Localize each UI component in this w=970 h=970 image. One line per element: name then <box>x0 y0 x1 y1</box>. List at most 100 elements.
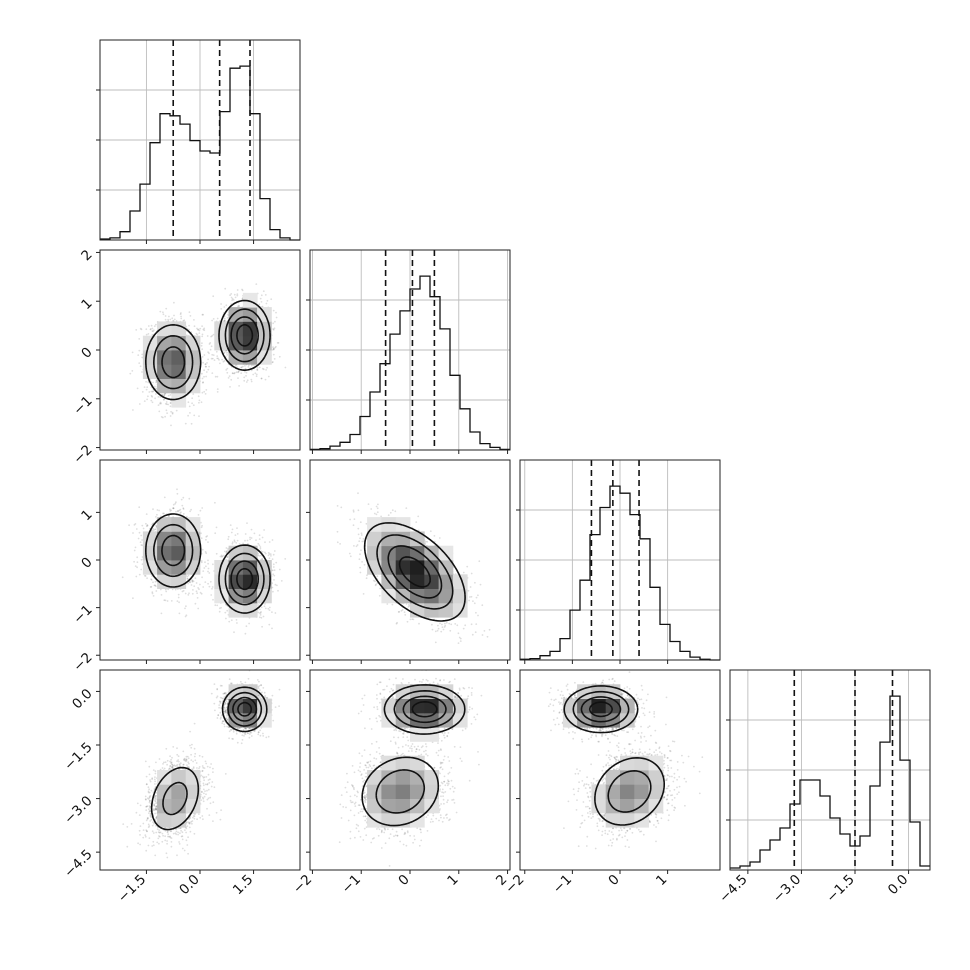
scatter-point <box>212 318 215 320</box>
scatter-point <box>201 524 204 527</box>
scatter-point <box>276 342 279 344</box>
scatter-point <box>207 559 209 562</box>
scatter-point <box>237 377 239 379</box>
scatter-point <box>186 578 189 580</box>
scatter-point <box>180 312 182 314</box>
scatter-point <box>160 416 163 418</box>
density-bin <box>242 292 258 308</box>
scatter-point <box>204 393 207 395</box>
scatter-point <box>149 328 152 330</box>
scatter-point <box>220 308 223 310</box>
scatter-point <box>175 409 178 412</box>
scatter-point <box>244 365 246 367</box>
scatter-point <box>225 350 228 352</box>
scatter-point <box>264 378 267 381</box>
scatter-point <box>211 357 214 360</box>
scatter-point <box>185 614 188 617</box>
scatter-point <box>182 589 185 592</box>
scatter-point <box>174 588 177 591</box>
scatter-point <box>188 311 191 313</box>
histogram-bar <box>840 834 850 870</box>
scatter-point <box>256 368 259 371</box>
scatter-point <box>252 364 255 367</box>
hist-panel-0 <box>96 39 301 241</box>
scatter-point <box>201 342 203 345</box>
scatter-point <box>203 329 206 332</box>
scatter-point <box>225 369 228 371</box>
scatter-point <box>225 352 228 354</box>
scatter-point <box>255 373 258 376</box>
scatter-point <box>154 385 156 388</box>
scatter-point <box>164 599 167 602</box>
histogram-step <box>520 485 720 661</box>
scatter-point <box>154 528 157 531</box>
scatter-point <box>216 357 219 360</box>
scatter-point <box>204 561 206 564</box>
scatter-point <box>163 394 166 396</box>
scatter-point <box>155 387 158 390</box>
scatter-point <box>221 358 224 361</box>
scatter-point <box>179 508 182 511</box>
scatter-point <box>190 422 193 425</box>
scatter-point <box>207 351 210 353</box>
scatter-point <box>198 415 200 417</box>
scatter-point <box>258 366 261 369</box>
scatter-point <box>204 581 207 583</box>
scatter-point <box>151 592 154 595</box>
scatter-point <box>205 375 208 378</box>
scatter-point <box>205 371 208 373</box>
scatter-point <box>233 372 236 375</box>
scatter-point <box>208 365 211 368</box>
scatter-point <box>169 415 172 417</box>
scatter-point <box>192 580 195 583</box>
scatter-point <box>198 329 201 332</box>
scatter-point <box>182 513 185 515</box>
histogram-bar <box>240 66 250 240</box>
scatter-point <box>255 375 258 378</box>
scatter-point <box>235 371 238 374</box>
scatter-point <box>244 370 246 373</box>
scatter-point <box>145 328 148 331</box>
scatter-point <box>133 549 136 552</box>
scatter-point <box>275 345 277 348</box>
scatter-point <box>147 395 149 398</box>
scatter-point <box>163 496 166 499</box>
scatter-point <box>163 394 166 397</box>
scatter-point <box>201 325 204 327</box>
scatter-point <box>152 508 154 511</box>
scatter-point <box>145 380 148 383</box>
histogram-bar <box>630 515 640 660</box>
scatter-point <box>138 362 141 364</box>
scatter-point <box>237 371 240 374</box>
scatter-point <box>261 367 264 370</box>
density-bin <box>157 350 172 365</box>
scatter-point <box>165 409 168 412</box>
scatter-point <box>188 405 191 408</box>
scatter-point <box>203 327 206 330</box>
scatter-point <box>255 283 258 285</box>
scatter-point <box>216 391 219 393</box>
scatter-point <box>256 369 259 371</box>
scatter-point <box>163 512 165 515</box>
scatter-point <box>138 506 141 509</box>
histogram-bar <box>600 507 610 660</box>
scatter-point <box>189 315 192 317</box>
scatter-point <box>240 366 243 369</box>
histogram-bar <box>450 375 460 450</box>
histogram-bar <box>920 866 930 870</box>
scatter-panel-0-2 <box>99 459 301 661</box>
density-bin <box>242 307 258 322</box>
scatter-point <box>200 537 203 540</box>
scatter-point <box>150 394 153 397</box>
scatter-point <box>163 398 166 401</box>
scatter-point <box>155 526 158 528</box>
scatter-point <box>224 287 227 290</box>
scatter-point <box>193 319 195 321</box>
histogram-bar <box>210 153 220 240</box>
scatter-point <box>141 539 144 541</box>
scatter-point <box>152 529 155 532</box>
scatter-point <box>140 328 143 331</box>
scatter-point <box>179 313 182 316</box>
scatter-point <box>164 315 167 317</box>
scatter-point <box>164 402 167 405</box>
